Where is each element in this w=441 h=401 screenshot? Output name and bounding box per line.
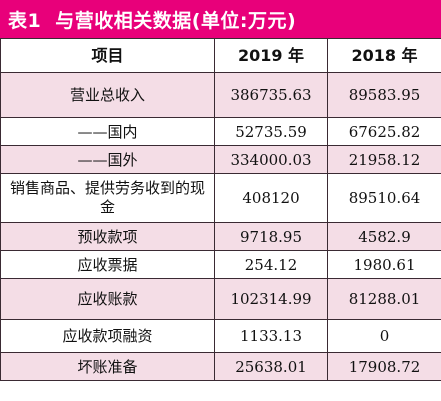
table-row: 营业总收入 386735.63 89583.95 — [0, 72, 441, 118]
table-number: 表1 — [8, 9, 42, 32]
row-label: 应收款项融资 — [0, 319, 215, 353]
row-label: 应收账款 — [0, 278, 215, 320]
value-2019: 9718.95 — [214, 222, 328, 251]
value-2018: 1980.61 — [327, 250, 441, 279]
value-2019: 334000.03 — [214, 145, 328, 174]
table-title-bar: 表1 与营收相关数据(单位:万元) — [0, 0, 441, 38]
row-label: ——国外 — [0, 145, 215, 174]
value-2019: 254.12 — [214, 250, 328, 279]
value-2019: 408120 — [214, 173, 328, 223]
table-row: ——国外 334000.03 21958.12 — [0, 145, 441, 174]
row-label: 应收票据 — [0, 250, 215, 279]
table-row: ——国内 52735.59 67625.82 — [0, 117, 441, 146]
value-2018: 17908.72 — [327, 352, 441, 381]
value-2019: 25638.01 — [214, 352, 328, 381]
value-2018: 89510.64 — [327, 173, 441, 223]
value-2018: 0 — [327, 319, 441, 353]
row-label: 营业总收入 — [0, 72, 215, 118]
table-title: 与营收相关数据(单位:万元) — [55, 9, 297, 32]
revenue-table: 项目 2019 年 2018 年 营业总收入 386735.63 89583.9… — [0, 38, 441, 381]
value-2018: 81288.01 — [327, 278, 441, 320]
row-label: ——国内 — [0, 117, 215, 146]
table-row: 预收款项 9718.95 4582.9 — [0, 222, 441, 251]
value-2019: 386735.63 — [214, 72, 328, 118]
table-row: 坏账准备 25638.01 17908.72 — [0, 352, 441, 381]
value-2018: 21958.12 — [327, 145, 441, 174]
table-row: 应收票据 254.12 1980.61 — [0, 250, 441, 279]
table-row: 销售商品、提供劳务收到的现金 408120 89510.64 — [0, 173, 441, 223]
row-label: 坏账准备 — [0, 352, 215, 381]
header-2019: 2019 年 — [214, 38, 328, 73]
table-row: 应收账款 102314.99 81288.01 — [0, 278, 441, 320]
value-2019: 1133.13 — [214, 319, 328, 353]
value-2018: 89583.95 — [327, 72, 441, 118]
value-2018: 67625.82 — [327, 117, 441, 146]
header-row: 项目 2019 年 2018 年 — [0, 38, 441, 73]
value-2018: 4582.9 — [327, 222, 441, 251]
value-2019: 52735.59 — [214, 117, 328, 146]
row-label: 预收款项 — [0, 222, 215, 251]
value-2019: 102314.99 — [214, 278, 328, 320]
header-item: 项目 — [0, 38, 215, 73]
table-row: 应收款项融资 1133.13 0 — [0, 319, 441, 353]
row-label: 销售商品、提供劳务收到的现金 — [0, 173, 215, 223]
header-2018: 2018 年 — [327, 38, 441, 73]
